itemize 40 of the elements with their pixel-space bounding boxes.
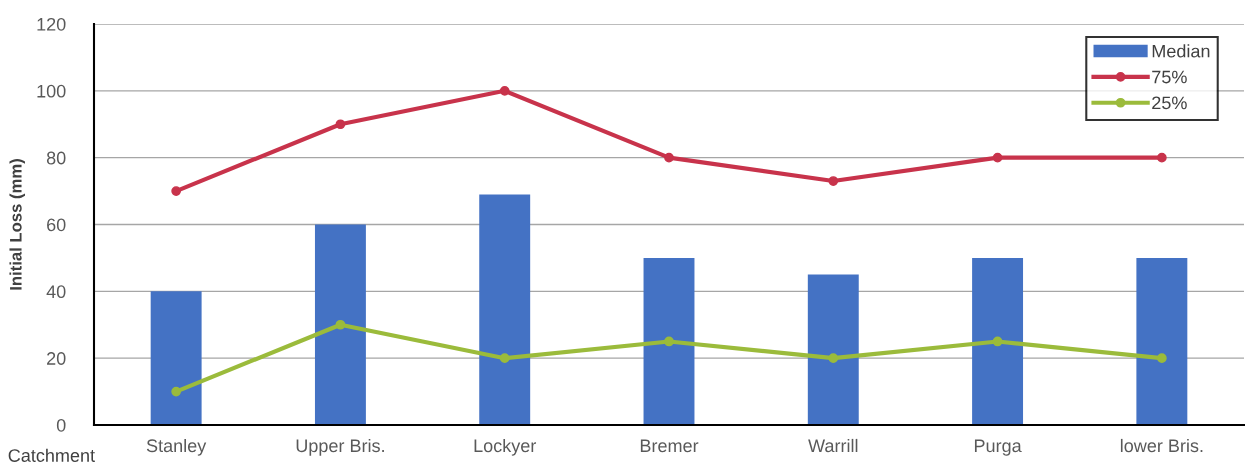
point bbox=[1156, 353, 1167, 364]
point bbox=[992, 152, 1003, 163]
legend-label: 75% bbox=[1152, 70, 1187, 84]
point bbox=[828, 353, 839, 364]
y-tick-label: 80 bbox=[46, 151, 66, 165]
bar bbox=[643, 257, 695, 425]
point bbox=[992, 336, 1003, 347]
y-tick-label: 120 bbox=[37, 17, 66, 31]
legend-label: 25% bbox=[1152, 96, 1187, 110]
point bbox=[664, 336, 674, 347]
legend-label: Median bbox=[1152, 44, 1210, 58]
bar bbox=[807, 274, 859, 425]
point bbox=[335, 119, 346, 130]
y-tick-label: 40 bbox=[46, 285, 66, 299]
x-tick-label: Upper Bris. bbox=[296, 438, 384, 456]
x-tick-label: Warrill bbox=[808, 438, 858, 453]
bar bbox=[972, 257, 1024, 425]
point bbox=[664, 152, 674, 163]
x-tick-label: lower Bris. bbox=[1120, 438, 1203, 453]
point bbox=[335, 319, 346, 330]
x-tick-label: Bremer bbox=[640, 439, 699, 453]
y-tick-label: 0 bbox=[56, 418, 66, 432]
y-tick-label: 20 bbox=[47, 352, 66, 365]
bar bbox=[479, 194, 531, 425]
x-axis-title: Catchment bbox=[8, 448, 95, 462]
point bbox=[828, 176, 839, 186]
point bbox=[171, 186, 182, 196]
x-tick-label: Lockyer bbox=[474, 438, 537, 456]
point bbox=[499, 85, 510, 96]
bar bbox=[314, 224, 366, 425]
bar bbox=[1136, 257, 1188, 425]
y-tick-label: 60 bbox=[47, 218, 66, 232]
x-tick-label: Stanley bbox=[146, 438, 207, 456]
bar bbox=[150, 291, 202, 425]
point bbox=[171, 386, 182, 397]
x-tick-label: Purga bbox=[974, 439, 1022, 456]
point bbox=[499, 353, 510, 364]
y-axis-title: Initial Loss (mm) bbox=[9, 159, 25, 290]
point bbox=[1156, 152, 1167, 163]
y-tick-label: 100 bbox=[37, 84, 66, 98]
